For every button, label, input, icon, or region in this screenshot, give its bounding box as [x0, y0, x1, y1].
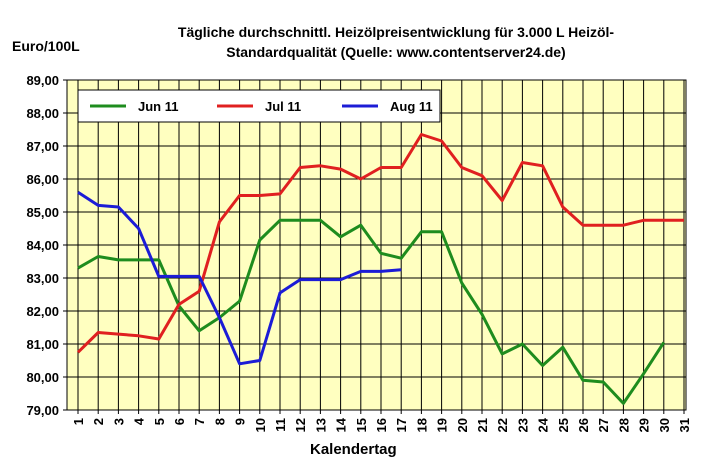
x-tick-label: 28 — [616, 418, 631, 432]
x-tick-label: 8 — [212, 418, 227, 425]
series-line-jul-11 — [76, 133, 684, 354]
series-line-aug-11 — [77, 190, 402, 366]
x-tick-label: 3 — [111, 418, 126, 425]
x-tick-label: 6 — [172, 418, 187, 425]
x-tick-label: 22 — [495, 418, 510, 432]
x-tick-label: 12 — [293, 418, 308, 432]
y-tick-label: 87,00 — [26, 139, 59, 154]
y-tick-label: 89,00 — [26, 73, 59, 88]
x-tick-label: 17 — [394, 418, 409, 432]
x-tick-label: 26 — [576, 418, 591, 432]
chart-title-line2: Standardqualität (Quelle: www.contentser… — [226, 44, 566, 60]
y-tick-label: 79,00 — [26, 403, 59, 418]
x-tick-label: 21 — [475, 418, 490, 432]
x-tick-label: 19 — [435, 418, 450, 432]
legend-entry-label: Jun 11 — [138, 99, 178, 114]
y-tick-label: 85,00 — [26, 205, 59, 220]
x-tick-label: 20 — [455, 418, 470, 432]
y-tick-label: 84,00 — [26, 238, 59, 253]
x-tick-label: 7 — [192, 418, 207, 425]
x-tick-label: 23 — [515, 418, 530, 432]
y-tick-label: 80,00 — [26, 370, 59, 385]
y-axis-unit-label: Euro/100L — [12, 38, 80, 54]
x-tick-label: 30 — [657, 418, 672, 432]
x-tick-label: 15 — [354, 418, 369, 432]
y-tick-label: 88,00 — [26, 106, 59, 121]
x-tick-label: 16 — [374, 418, 389, 432]
x-tick-label: 10 — [253, 418, 268, 432]
x-tick-label: 25 — [556, 418, 571, 432]
x-tick-label: 27 — [596, 418, 611, 432]
x-tick-label: 24 — [536, 417, 551, 432]
x-tick-label: 29 — [637, 418, 652, 432]
x-tick-label: 9 — [233, 418, 248, 425]
x-tick-label: 13 — [313, 418, 328, 432]
y-tick-label: 81,00 — [26, 337, 59, 352]
series-line-jun-11 — [77, 218, 666, 405]
x-tick-label: 11 — [273, 418, 288, 432]
y-tick-label: 83,00 — [26, 271, 59, 286]
legend-entry-label: Aug 11 — [390, 99, 433, 114]
x-tick-label: 5 — [152, 418, 167, 425]
legend-entry-label: Jul 11 — [265, 99, 301, 114]
x-tick-label: 2 — [91, 418, 106, 425]
x-tick-label: 31 — [677, 418, 692, 432]
x-tick-label: 1 — [71, 418, 86, 425]
chart-title-line1: Tägliche durchschnittl. Heizölpreisentwi… — [177, 24, 615, 40]
x-tick-label: 18 — [414, 418, 429, 432]
x-axis-label: Kalendertag — [310, 441, 397, 458]
x-tick-label: 4 — [132, 417, 147, 425]
y-tick-label: 82,00 — [26, 304, 59, 319]
y-tick-label: 86,00 — [26, 172, 59, 187]
x-tick-label: 14 — [334, 417, 349, 432]
legend — [77, 89, 441, 123]
